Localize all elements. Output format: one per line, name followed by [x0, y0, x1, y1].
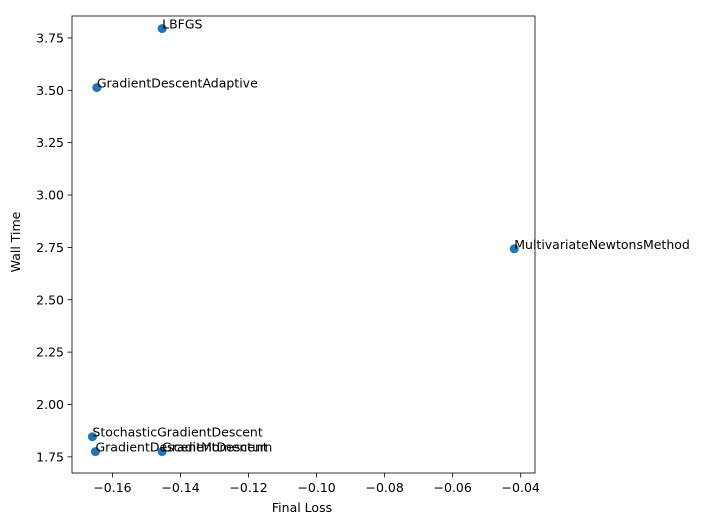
- y-tick-label: 3.00: [36, 188, 64, 203]
- data-point-labels: LBFGS GradientDescentAdaptive Multivariate…: [92, 17, 689, 455]
- data-point-label: GradientDescent: [162, 440, 268, 455]
- plot-area: [71, 15, 536, 474]
- x-tick-label: −0.12: [229, 480, 267, 495]
- data-point-label: MultivariateNewtonsMethod: [514, 237, 690, 252]
- x-axis-label: Final Loss: [272, 500, 332, 515]
- y-tick-label: 3.50: [36, 83, 64, 98]
- x-tick-label: −0.04: [502, 480, 540, 495]
- data-points: [87, 24, 519, 457]
- y-tick-label: 3.75: [36, 30, 64, 45]
- x-tick-label: −0.10: [297, 480, 335, 495]
- y-tick-label: 1.75: [36, 449, 64, 464]
- x-tick-label: −0.06: [434, 480, 472, 495]
- x-tick-label: −0.16: [93, 480, 131, 495]
- data-point: [509, 244, 519, 254]
- data-point-label: GradientDescentAdaptive: [97, 76, 258, 91]
- plot-frame: [71, 15, 536, 474]
- y-tick-label: 2.25: [36, 345, 64, 360]
- y-axis-label: Wall Time: [8, 211, 23, 272]
- y-axis-ticks: 1.75 2.00 2.25 2.50 2.75 3.00 3.25 3.50 3.75: [36, 30, 72, 464]
- y-tick-label: 2.50: [36, 292, 64, 307]
- data-point-label: LBFGS: [162, 17, 202, 32]
- data-point: [90, 447, 100, 457]
- data-point: [157, 447, 167, 457]
- x-tick-label: −0.08: [365, 480, 403, 495]
- data-point: [87, 432, 97, 442]
- y-tick-label: 2.75: [36, 240, 64, 255]
- x-tick-label: −0.14: [161, 480, 199, 495]
- data-point: [92, 83, 102, 93]
- data-point-label: StochasticGradientDescent: [92, 425, 262, 440]
- data-point-label: GradientDescentMomentum: [95, 440, 272, 455]
- x-axis-ticks: −0.16 −0.14 −0.12 −0.10 −0.08 −0.06 −0.04: [93, 473, 540, 495]
- y-tick-label: 3.25: [36, 135, 64, 150]
- data-point: [157, 24, 167, 34]
- y-tick-label: 2.00: [36, 397, 64, 412]
